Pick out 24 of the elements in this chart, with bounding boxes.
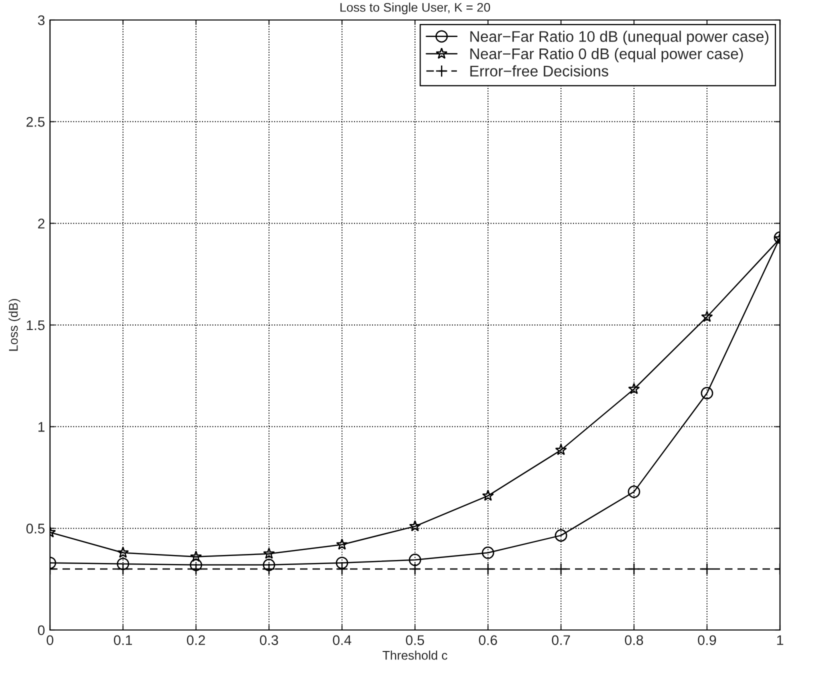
x-tick-label: 0.5 [406,635,424,646]
y-tick-label: 3 [38,15,45,26]
y-tick-label: 0.5 [26,524,45,534]
y-axis-title: Loss (dB) [8,299,20,351]
x-tick-label: 0.1 [114,635,132,646]
legend-label: Near−Far Ratio 0 dB (equal power case) [470,48,743,62]
x-tick-label: 0.6 [478,635,498,646]
x-tick-label: 0 [46,635,54,646]
legend-label: Error−free Decisions [470,65,608,77]
y-tick-label: 0 [38,625,45,636]
y-tick-label: 1.5 [26,320,45,330]
x-tick-label: 0.9 [698,635,716,646]
y-tick-label: 2.5 [26,117,45,127]
x-tick-label: 0.2 [186,635,205,646]
x-tick-label: 0.4 [332,635,352,646]
x-tick-label: 0.7 [552,635,570,646]
y-tick-label: 2 [38,218,44,228]
y-tick-label: 1 [38,422,44,432]
legend-label: Near−Far Ratio 10 dB (unequal power case) [470,30,768,45]
x-tick-label: 0.8 [624,635,644,646]
chart-title: Loss to Single User, K = 20 [340,2,490,14]
x-tick-label: 1 [777,635,784,645]
x-axis-title: Threshold c [382,650,448,660]
x-tick-label: 0.3 [260,635,278,646]
